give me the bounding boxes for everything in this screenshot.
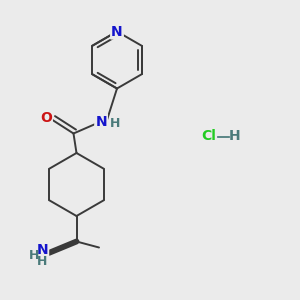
Text: H: H bbox=[110, 117, 120, 130]
Text: N: N bbox=[37, 243, 48, 257]
Text: Cl: Cl bbox=[201, 130, 216, 143]
Text: H: H bbox=[229, 130, 241, 143]
Text: O: O bbox=[40, 112, 52, 125]
Text: N: N bbox=[111, 25, 123, 38]
Text: H: H bbox=[37, 255, 47, 268]
Text: N: N bbox=[95, 115, 107, 128]
Text: H: H bbox=[29, 249, 39, 262]
